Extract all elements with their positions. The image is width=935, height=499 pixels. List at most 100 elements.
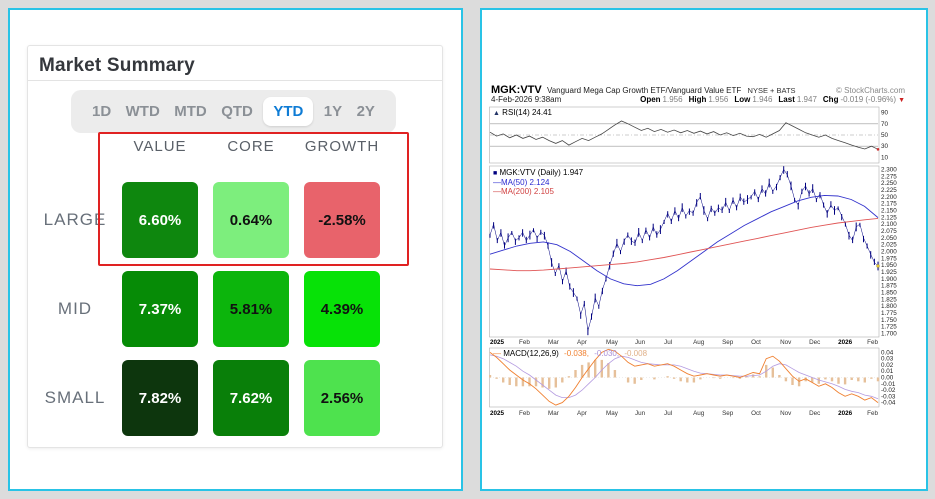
svg-text:10: 10: [881, 154, 889, 161]
ma50-value: 2.124: [529, 178, 550, 187]
price-legend-line: ■ MGK:VTV (Daily) 1.947: [493, 168, 583, 178]
svg-text:Jun: Jun: [635, 339, 646, 346]
svg-text:Oct: Oct: [751, 339, 761, 346]
market-summary-panel: Market Summary 1D WTD MTD QTD YTD 1Y 2Y VALUE C…: [8, 8, 463, 491]
svg-text:1.750: 1.750: [881, 317, 897, 324]
ma200-legend: —MA(200) 2.105: [493, 187, 583, 196]
quote-label-high: High: [688, 95, 707, 104]
svg-text:Apr: Apr: [577, 339, 587, 346]
svg-text:Aug: Aug: [693, 410, 705, 417]
tab-2y[interactable]: 2Y: [356, 103, 375, 120]
market-summary-card: Market Summary 1D WTD MTD QTD YTD 1Y 2Y VALUE C…: [27, 45, 443, 448]
svg-text:1.775: 1.775: [881, 310, 897, 317]
svg-text:-0.04: -0.04: [881, 400, 896, 407]
quote-value-high: 1.956: [708, 95, 729, 104]
cell-small-value[interactable]: 7.82%: [122, 360, 198, 436]
svg-text:Feb: Feb: [867, 410, 878, 417]
rsi-label: RSI(14): [502, 108, 530, 117]
svg-text:Mar: Mar: [548, 339, 559, 346]
svg-text:Dec: Dec: [809, 410, 820, 417]
tab-wtd[interactable]: WTD: [125, 103, 160, 120]
svg-text:-0.03: -0.03: [881, 393, 896, 400]
ma200-value: 2.105: [533, 187, 554, 196]
tab-1y[interactable]: 1Y: [323, 103, 343, 120]
svg-text:Feb: Feb: [519, 410, 530, 417]
ticker-description: Vanguard Mega Cap Growth ETF/Vanguard Va…: [546, 86, 742, 95]
svg-text:0.02: 0.02: [881, 362, 894, 369]
svg-text:1.900: 1.900: [881, 276, 897, 283]
macd-swatch-icon: —: [493, 349, 501, 358]
macd-value-2: -0.030,: [594, 349, 620, 358]
cell-mid-growth[interactable]: 4.39%: [304, 271, 380, 347]
chart-canvas: 90 70 50 30 10 2.3002.2752.2502.2252.2002.175…: [488, 106, 897, 417]
cell-mid-value[interactable]: 7.37%: [122, 271, 198, 347]
cell-small-growth[interactable]: 2.56%: [304, 360, 380, 436]
svg-text:2.075: 2.075: [881, 228, 897, 235]
svg-text:2025: 2025: [490, 410, 505, 417]
cell-large-value[interactable]: 6.60%: [122, 182, 198, 258]
svg-text:Feb: Feb: [519, 339, 530, 346]
svg-text:0.04: 0.04: [881, 349, 894, 356]
cell-large-growth[interactable]: -2.58%: [304, 182, 380, 258]
svg-text:2.150: 2.150: [881, 207, 897, 214]
svg-text:2.000: 2.000: [881, 249, 897, 256]
card-title: Market Summary: [39, 55, 195, 76]
svg-text:2.125: 2.125: [881, 214, 897, 221]
svg-text:2026: 2026: [838, 339, 853, 346]
quote-label-last: Last: [778, 95, 795, 104]
svg-text:1.800: 1.800: [881, 303, 897, 310]
ma50-legend: —MA(50) 2.124: [493, 178, 583, 187]
svg-text:1.925: 1.925: [881, 269, 897, 276]
macd-label: MACD(12,26,9): [503, 349, 559, 358]
macd-value-1: -0.038,: [564, 349, 589, 358]
quote-datetime: 4-Feb-2026 9:38am: [491, 95, 562, 104]
svg-text:Dec: Dec: [809, 339, 820, 346]
macd-value-3: -0.008: [624, 349, 648, 358]
svg-text:1.700: 1.700: [881, 331, 897, 338]
svg-text:50: 50: [881, 132, 889, 139]
svg-text:1.725: 1.725: [881, 324, 897, 331]
cell-mid-core[interactable]: 5.81%: [213, 271, 289, 347]
svg-text:2.300: 2.300: [881, 166, 897, 173]
svg-text:Sep: Sep: [722, 410, 734, 417]
svg-text:2.050: 2.050: [881, 235, 897, 242]
quote-value-open: 1.956: [662, 95, 683, 104]
period-tabs: 1D WTD MTD QTD YTD 1Y 2Y: [71, 90, 396, 133]
svg-text:2.250: 2.250: [881, 180, 897, 187]
quote-value-low: 1.946: [752, 95, 773, 104]
svg-text:2.175: 2.175: [881, 201, 897, 208]
tab-ytd[interactable]: YTD: [263, 97, 314, 126]
rsi-legend: ▲ RSI(14) 24.41: [493, 108, 552, 118]
price-value: 1.947: [563, 168, 584, 177]
svg-text:0.00: 0.00: [881, 375, 894, 382]
svg-text:May: May: [606, 339, 619, 346]
ma200-label: —MA(200): [493, 187, 532, 196]
tab-1d[interactable]: 1D: [92, 103, 112, 120]
svg-text:1.950: 1.950: [881, 262, 897, 269]
tab-qtd[interactable]: QTD: [221, 103, 253, 120]
price-legend: ■ MGK:VTV (Daily) 1.947 —MA(50) 2.124 —M…: [493, 168, 583, 196]
svg-text:Oct: Oct: [751, 410, 761, 417]
quote-label-low: Low: [734, 95, 751, 104]
svg-text:Feb: Feb: [867, 339, 878, 346]
price-label: MGK:VTV (Daily): [499, 168, 561, 177]
row-label-large: LARGE: [43, 210, 107, 229]
row-label-mid: MID: [57, 299, 93, 318]
quote-value-chg: -0.019 (-0.96%): [840, 95, 897, 104]
cell-large-core[interactable]: 0.64%: [213, 182, 289, 258]
svg-text:90: 90: [881, 110, 889, 117]
column-header-core: CORE: [227, 138, 275, 155]
svg-text:1.850: 1.850: [881, 290, 897, 297]
chart-panel: MGK:VTV Vanguard Mega Cap Growth ETF/Van…: [480, 8, 928, 491]
svg-text:Nov: Nov: [780, 410, 792, 417]
quote-summary: Open 1.956 High 1.956 Low 1.946 Last 1.947 Chg -0…: [634, 95, 905, 104]
svg-text:2.275: 2.275: [881, 173, 897, 180]
svg-text:Jul: Jul: [664, 410, 672, 417]
svg-text:2.025: 2.025: [881, 242, 897, 249]
cell-small-core[interactable]: 7.62%: [213, 360, 289, 436]
tab-mtd[interactable]: MTD: [174, 103, 207, 120]
svg-text:0.03: 0.03: [881, 356, 894, 363]
chart-header-line1: MGK:VTV Vanguard Mega Cap Growth ETF/Van…: [491, 84, 905, 96]
svg-text:Apr: Apr: [577, 410, 587, 417]
